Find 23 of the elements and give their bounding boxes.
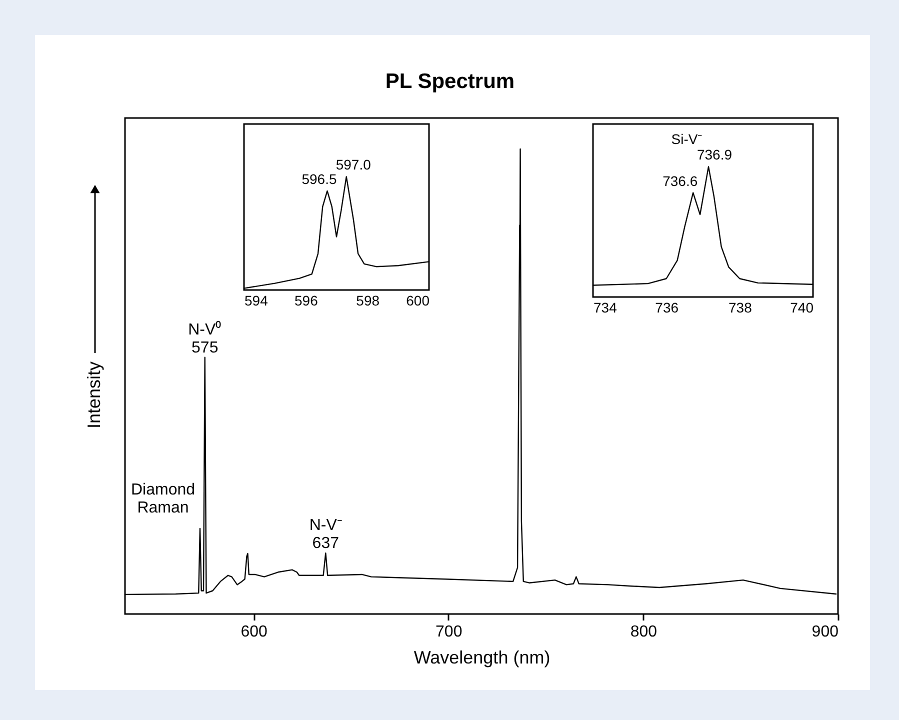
annotation: 736.9 (696, 146, 732, 163)
x-tick-label: 598 (356, 292, 380, 308)
x-tick-label: 740 (790, 300, 814, 316)
annotation: N-V⁰ 575 (188, 320, 222, 356)
x-tick-label: 736 (655, 300, 679, 316)
x-tick-label: 700 (436, 624, 462, 640)
annotation: 736.6 (662, 172, 698, 189)
annotation: 597.0 (336, 156, 372, 173)
x-tick-label: 600 (240, 624, 268, 640)
x-tick-label: 800 (630, 624, 658, 640)
x-tick-label: 900 (812, 624, 839, 640)
x-tick-label: 596 (294, 292, 318, 308)
chart-title: Si-V⁻ (671, 131, 703, 147)
x-tick-label: 600 (406, 292, 430, 308)
y-axis-title: Intensity (84, 361, 104, 429)
annotation: N-V⁻ 637 (309, 517, 342, 552)
chart-title: PL Spectrum (385, 70, 515, 93)
x-tick-label: 738 (728, 300, 752, 316)
x-tick-label: 594 (244, 292, 268, 308)
annotation: Diamond Raman (130, 481, 196, 516)
x-axis-title: Wavelength (nm) (414, 648, 550, 668)
x-tick-label: 734 (594, 300, 618, 316)
annotation: 596.5 (302, 170, 337, 187)
